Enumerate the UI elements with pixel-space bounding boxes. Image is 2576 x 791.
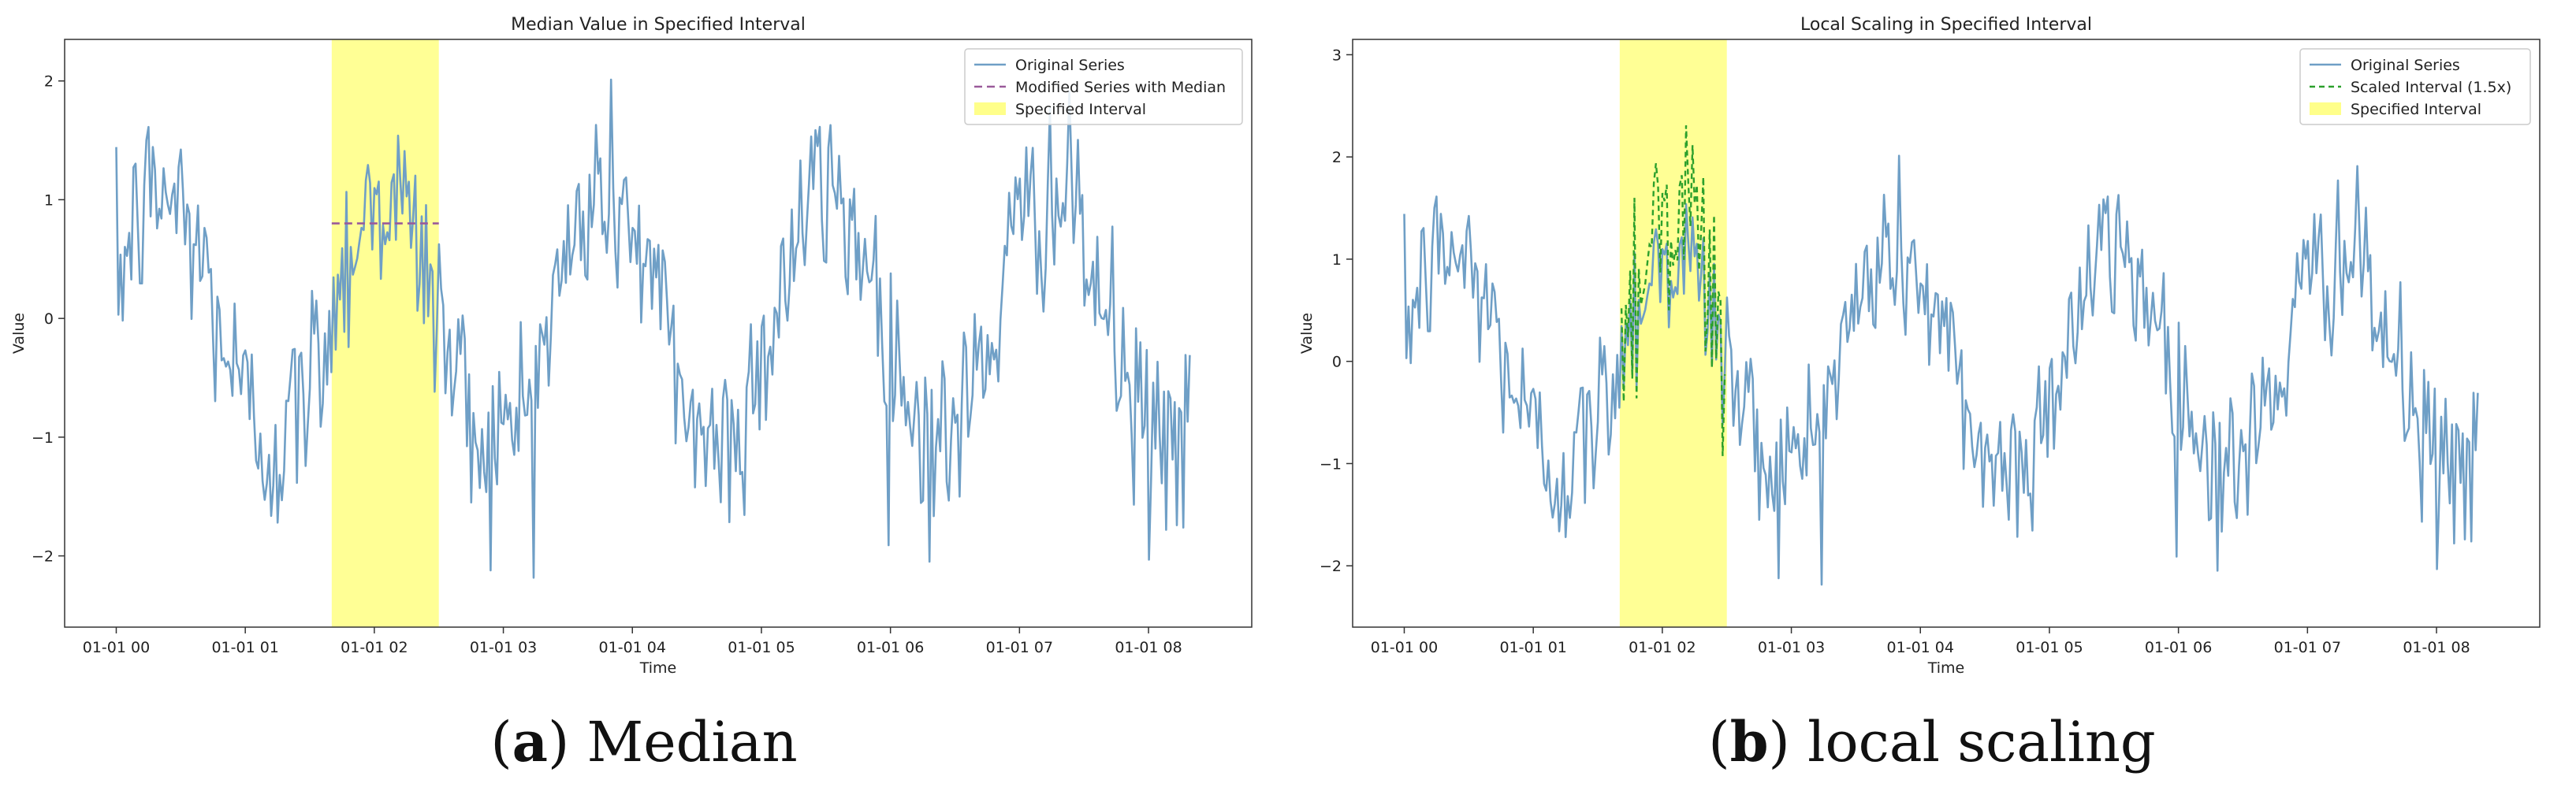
x-tick-label: 01-01 07	[986, 639, 1053, 656]
chart-panel-scaling: Local Scaling in Specified Interval 01-01…	[1288, 0, 2576, 791]
caption-label: b	[1729, 709, 1769, 774]
x-tick-label: 01-01 08	[2403, 639, 2470, 656]
x-tick-label: 01-01 02	[1629, 639, 1696, 656]
x-tick-label: 01-01 03	[470, 639, 537, 656]
y-tick-label: 1	[44, 191, 54, 209]
chart-panel-median: Median Value in Specified Interval 01-01 …	[10, 15, 1253, 774]
y-tick-label: 0	[1332, 354, 1342, 371]
y-axis-label: Value	[1298, 313, 1316, 354]
x-axis-label: Time	[1927, 659, 1965, 677]
y-tick-label: −1	[32, 429, 54, 447]
caption-text: local scaling	[1807, 710, 2156, 774]
x-tick-label: 01-01 03	[1758, 639, 1825, 656]
scaled-series-line	[1620, 125, 1726, 456]
caption-text: Median	[586, 710, 798, 774]
y-axis-label: Value	[10, 313, 28, 354]
axes-frame	[64, 39, 1253, 628]
x-tick-label: 01-01 02	[341, 639, 408, 656]
legend-swatch	[974, 102, 1006, 115]
legend-entry: Specified Interval	[1015, 101, 1146, 118]
x-tick-label: 01-01 01	[211, 639, 278, 656]
legend: Original Series Scaled Interval (1.5x) Spe…	[2299, 48, 2531, 125]
caption-median: (a) Median	[490, 709, 798, 774]
plot-area	[1403, 125, 2479, 586]
x-tick-label: 01-01 08	[1115, 639, 1182, 656]
y-tick-label: −2	[32, 548, 54, 566]
legend-entry: Scaled Interval (1.5x)	[2351, 79, 2511, 96]
chart-title: Local Scaling in Specified Interval	[1800, 15, 2092, 35]
x-tick-label: 01-01 04	[599, 639, 666, 656]
y-tick-label: −2	[1320, 558, 1342, 575]
x-tick-label: 01-01 07	[2274, 639, 2341, 656]
chart-title: Median Value in Specified Interval	[511, 15, 806, 35]
legend-box	[964, 48, 1243, 125]
original-series-line	[115, 78, 1191, 579]
y-tick-label: 2	[44, 73, 54, 91]
x-axis-label: Time	[639, 659, 677, 677]
x-tick-label: 01-01 05	[2016, 639, 2083, 656]
legend: Original Series Modified Series with Medi…	[964, 48, 1243, 125]
legend-swatch	[2310, 102, 2341, 115]
axes-frame	[1352, 39, 2541, 628]
x-tick-label: 01-01 01	[1499, 639, 1566, 656]
x-tick-label: 01-01 05	[728, 639, 795, 656]
y-tick-label: −1	[1320, 455, 1342, 473]
y-tick-label: 3	[1332, 46, 1342, 64]
x-tick-label: 01-01 06	[2145, 639, 2212, 656]
legend-entry: Modified Series with Median	[1015, 79, 1226, 96]
x-tick-label: 01-01 06	[857, 639, 924, 656]
x-tick-label: 01-01 04	[1887, 639, 1954, 656]
legend-box	[2299, 48, 2531, 125]
original-series-line	[1403, 154, 2479, 586]
x-tick-label: 01-01 00	[83, 639, 150, 656]
legend-entry: Original Series	[1015, 57, 1125, 74]
y-tick-label: 1	[1332, 251, 1342, 269]
caption-label: a	[512, 709, 548, 774]
x-tick-label: 01-01 00	[1371, 639, 1438, 656]
y-tick-label: 0	[44, 310, 54, 328]
median-chart: Median Value in Specified Interval 01-01 …	[10, 15, 1253, 677]
scaling-chart: Local Scaling in Specified Interval 01-01…	[1298, 15, 2541, 677]
plot-area	[115, 78, 1191, 579]
legend-entry: Original Series	[2351, 57, 2460, 74]
legend-entry: Specified Interval	[2351, 101, 2481, 118]
y-tick-label: 2	[1332, 149, 1342, 166]
caption-scaling: (b) local scaling	[1708, 709, 2156, 774]
